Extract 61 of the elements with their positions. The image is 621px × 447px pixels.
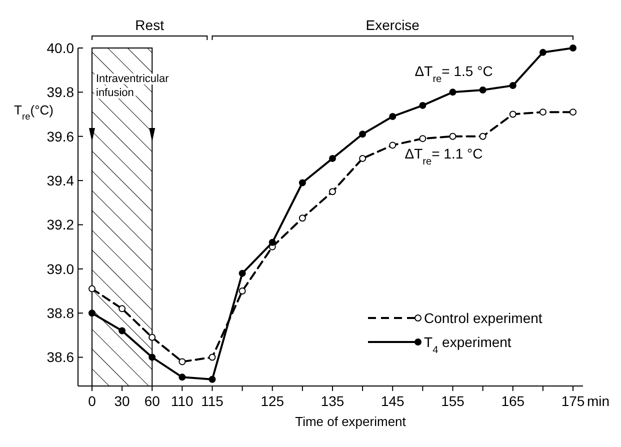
x-tick-label: 165 [501, 393, 525, 409]
annotation: ΔT$_{re}$= 1.1 °C [404, 145, 483, 167]
point [118, 305, 126, 312]
point [238, 288, 246, 295]
x-axis-title: Time of experiment [295, 414, 406, 429]
point [178, 358, 186, 366]
y-tick-label: 39.2 [46, 216, 74, 233]
point [419, 135, 426, 142]
x-tick-label: 145 [380, 393, 405, 409]
point [148, 354, 156, 361]
point [118, 327, 126, 334]
y-tick-label: 39.4 [46, 172, 74, 188]
point [449, 88, 456, 96]
point [419, 102, 426, 109]
y-tick-label: 40.0 [46, 40, 74, 56]
y-tick-label: 38.8 [46, 305, 74, 321]
legend-label: Control experiment [424, 310, 542, 326]
x-tick-label: 155 [441, 393, 465, 409]
point [509, 82, 516, 90]
annotation: ΔT$_{re}$= 1.5 °C [414, 62, 493, 84]
point [539, 48, 546, 56]
point [208, 376, 216, 383]
point [329, 188, 336, 196]
point [148, 334, 156, 341]
point [88, 310, 96, 317]
point [268, 238, 276, 246]
point [509, 110, 516, 118]
point [208, 354, 216, 361]
x-tick-label: 125 [260, 393, 284, 409]
point [449, 132, 456, 140]
point [359, 154, 366, 162]
text: min [587, 393, 610, 409]
point [479, 132, 486, 140]
point [88, 285, 96, 292]
y-tick-label: 39.6 [46, 128, 74, 144]
point [389, 142, 396, 149]
x-tick-label: 110 [171, 393, 194, 409]
point [178, 374, 186, 381]
point [479, 86, 486, 94]
x-tick-label: 30 [114, 393, 130, 409]
y-tick-label: 38.6 [46, 349, 74, 366]
point [298, 214, 306, 222]
y-axis-title: T$_{re}$(°C) [14, 102, 54, 122]
x-tick-label: 115 [201, 393, 224, 409]
x-tick-label: 60 [144, 393, 160, 409]
y-tick-label: 39.8 [46, 84, 74, 100]
point [329, 154, 336, 162]
x-tick-label: 135 [320, 393, 344, 409]
text: Exercise [366, 17, 420, 33]
point [298, 179, 306, 186]
y-tick-label: 39.0 [46, 260, 74, 277]
point [359, 130, 366, 138]
point [389, 112, 396, 120]
x-tick-label: 175 [561, 393, 585, 409]
point [238, 270, 246, 277]
point [570, 108, 576, 116]
point [539, 108, 546, 116]
legend-label: T$_{4}$ experiment [424, 334, 512, 356]
x-tick-label: 0 [88, 393, 96, 409]
text: Rest [135, 17, 164, 33]
point [570, 44, 576, 52]
